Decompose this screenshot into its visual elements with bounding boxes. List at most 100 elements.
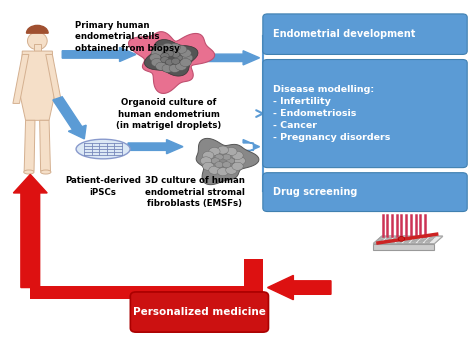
Ellipse shape <box>430 236 435 238</box>
Ellipse shape <box>27 32 47 50</box>
Circle shape <box>215 154 223 160</box>
Ellipse shape <box>424 236 428 238</box>
Circle shape <box>165 51 174 56</box>
Text: Organoid culture of
human endometrium
(in matrigel droplets): Organoid culture of human endometrium (i… <box>116 98 221 130</box>
Polygon shape <box>207 51 260 65</box>
Ellipse shape <box>411 241 416 243</box>
Circle shape <box>161 53 169 59</box>
Ellipse shape <box>418 241 423 243</box>
Circle shape <box>209 166 220 174</box>
Circle shape <box>234 157 246 165</box>
Circle shape <box>162 64 173 73</box>
FancyBboxPatch shape <box>263 14 467 54</box>
Circle shape <box>226 147 237 156</box>
Ellipse shape <box>395 236 400 238</box>
Ellipse shape <box>398 240 403 242</box>
Ellipse shape <box>402 236 407 238</box>
Ellipse shape <box>415 237 420 239</box>
Ellipse shape <box>388 236 393 238</box>
Text: 3D culture of human
endometrial stromal
fibroblasts (EMSFs): 3D culture of human endometrial stromal … <box>145 176 245 208</box>
Ellipse shape <box>385 239 390 240</box>
Polygon shape <box>40 120 50 171</box>
Circle shape <box>174 55 182 61</box>
Polygon shape <box>13 54 29 103</box>
Ellipse shape <box>392 239 397 240</box>
Ellipse shape <box>414 239 419 240</box>
Bar <box>34 44 41 51</box>
Circle shape <box>209 147 220 156</box>
Text: Primary human
endometrial cells
obtained from biopsy: Primary human endometrial cells obtained… <box>75 21 180 53</box>
Ellipse shape <box>417 236 421 238</box>
Text: Endometrial development: Endometrial development <box>273 29 416 39</box>
Circle shape <box>222 154 231 160</box>
Circle shape <box>222 162 231 168</box>
Polygon shape <box>267 275 331 300</box>
Ellipse shape <box>425 241 429 243</box>
Ellipse shape <box>408 237 413 239</box>
Circle shape <box>150 54 161 62</box>
Text: Personalized medicine: Personalized medicine <box>133 307 266 317</box>
Ellipse shape <box>400 239 404 240</box>
Circle shape <box>182 54 193 62</box>
Circle shape <box>180 58 191 67</box>
Circle shape <box>175 62 187 70</box>
Polygon shape <box>373 236 443 244</box>
Ellipse shape <box>422 237 427 239</box>
Polygon shape <box>128 140 183 154</box>
Circle shape <box>202 152 214 159</box>
Circle shape <box>202 162 214 170</box>
Ellipse shape <box>394 237 399 239</box>
Circle shape <box>201 157 211 165</box>
Polygon shape <box>24 120 35 171</box>
Ellipse shape <box>375 241 380 243</box>
Circle shape <box>155 62 167 70</box>
Circle shape <box>151 49 163 57</box>
Ellipse shape <box>391 240 396 242</box>
Ellipse shape <box>407 239 411 240</box>
Ellipse shape <box>387 237 392 239</box>
Circle shape <box>226 158 235 164</box>
Ellipse shape <box>378 239 383 240</box>
Ellipse shape <box>390 241 394 243</box>
Ellipse shape <box>405 240 410 242</box>
Circle shape <box>151 58 163 67</box>
Polygon shape <box>128 32 215 93</box>
Polygon shape <box>62 47 136 62</box>
Circle shape <box>162 43 173 51</box>
Polygon shape <box>46 54 62 103</box>
Ellipse shape <box>429 237 434 239</box>
Ellipse shape <box>24 170 34 174</box>
Ellipse shape <box>380 237 384 239</box>
Circle shape <box>161 57 169 63</box>
Circle shape <box>165 59 174 65</box>
Polygon shape <box>243 140 260 154</box>
Ellipse shape <box>401 237 406 239</box>
Bar <box>244 259 263 299</box>
Circle shape <box>215 162 223 168</box>
Circle shape <box>169 43 181 51</box>
Circle shape <box>211 158 219 164</box>
Polygon shape <box>20 51 54 120</box>
Circle shape <box>232 162 243 170</box>
Polygon shape <box>373 236 443 244</box>
Bar <box>30 286 261 299</box>
Text: Disease modelling:
- Infertility
- Endometriosis
- Cancer
- Pregnancy disorders: Disease modelling: - Infertility - Endom… <box>273 86 391 142</box>
Ellipse shape <box>404 241 409 243</box>
Ellipse shape <box>410 236 414 238</box>
FancyBboxPatch shape <box>263 60 467 168</box>
Ellipse shape <box>428 239 432 240</box>
Ellipse shape <box>76 139 130 159</box>
Polygon shape <box>196 139 259 185</box>
Circle shape <box>155 45 167 53</box>
Ellipse shape <box>419 240 424 242</box>
Polygon shape <box>373 244 434 250</box>
Wedge shape <box>27 25 48 33</box>
Ellipse shape <box>383 241 387 243</box>
Circle shape <box>172 51 180 57</box>
Ellipse shape <box>397 241 401 243</box>
Ellipse shape <box>421 239 425 240</box>
Circle shape <box>398 237 405 241</box>
Polygon shape <box>145 40 198 76</box>
Circle shape <box>232 152 243 159</box>
Circle shape <box>175 45 187 53</box>
